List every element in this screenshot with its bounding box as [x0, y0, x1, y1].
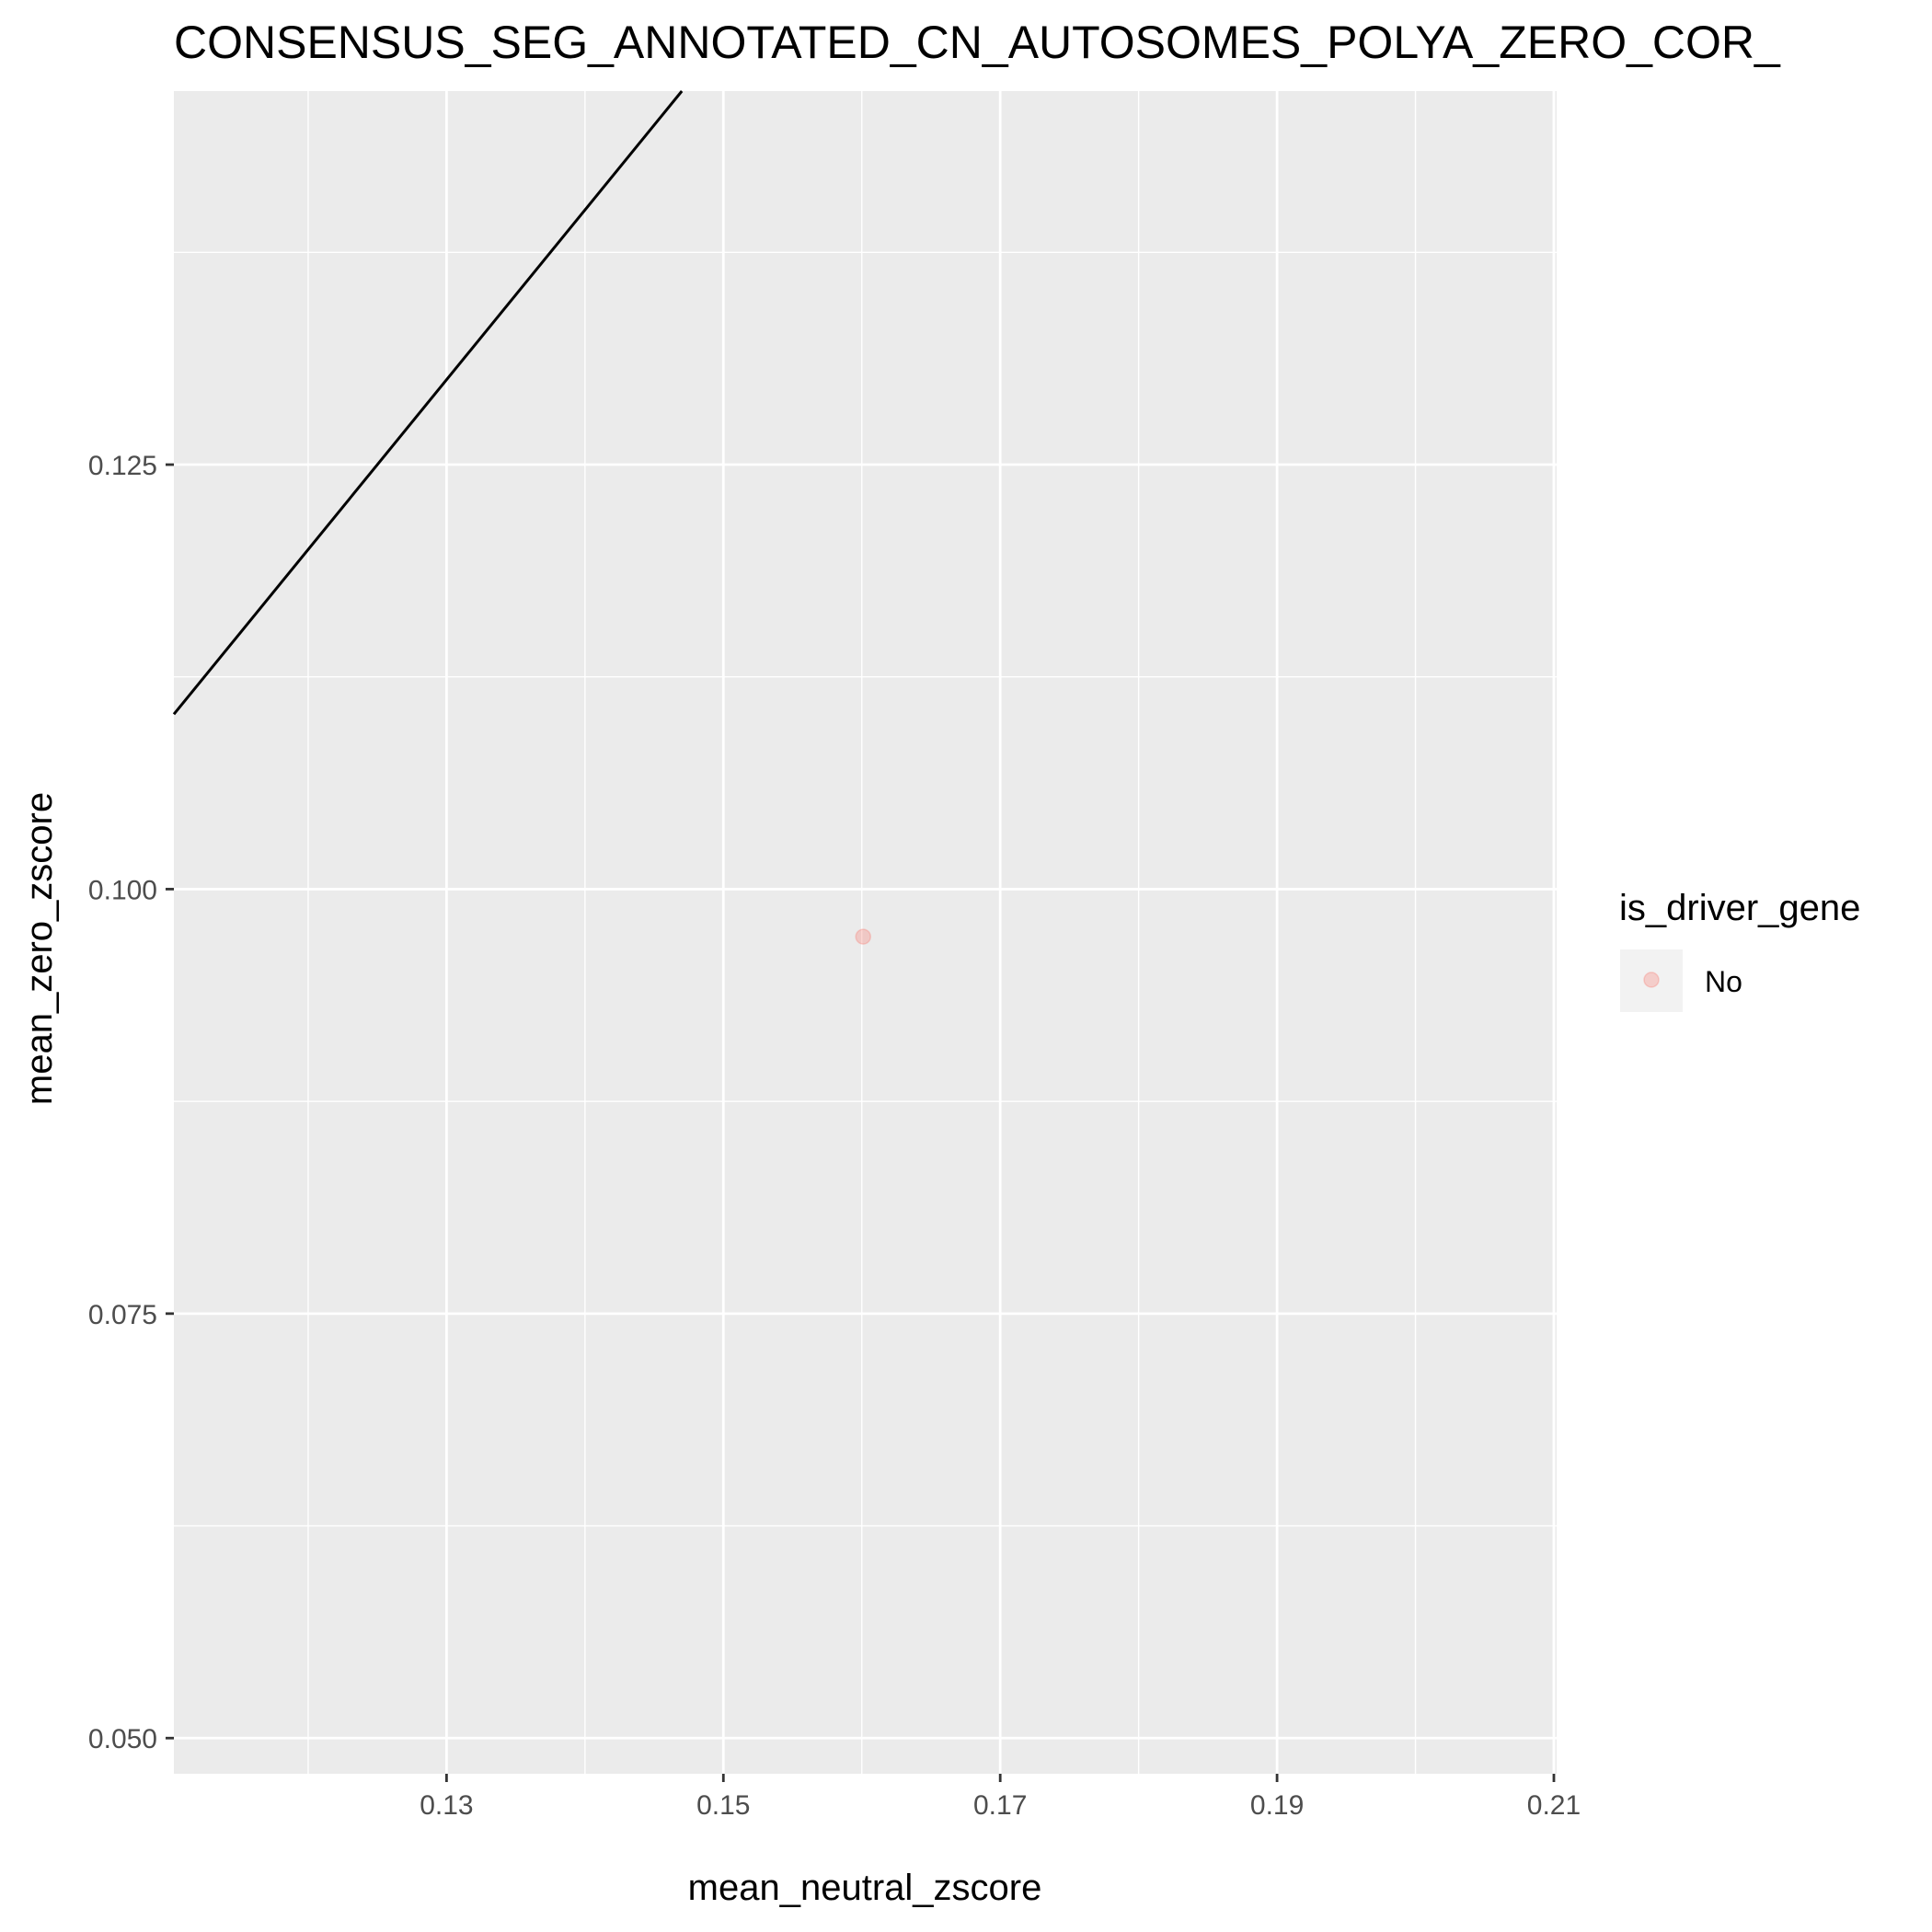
legend-key-point	[1643, 972, 1660, 988]
x-tick-label: 0.13	[420, 1790, 473, 1821]
y-tick-label: 0.125	[88, 451, 157, 481]
x-tick-label: 0.21	[1527, 1790, 1581, 1821]
data-point	[855, 928, 871, 945]
x-axis: 0.13 0.15 0.17 0.19 0.21	[420, 1774, 1581, 1821]
y-axis-title: mean_zero_zscore	[19, 792, 60, 1105]
grid-lines	[174, 91, 1557, 1774]
x-tick-label: 0.15	[696, 1790, 750, 1821]
reference-line-layer	[172, 90, 684, 716]
x-tick-label: 0.17	[973, 1790, 1027, 1821]
y-tick-label: 0.075	[88, 1300, 157, 1330]
plot-panel	[174, 91, 1557, 1774]
legend-title: is_driver_gene	[1619, 888, 1860, 928]
x-axis-title: mean_neutral_zscore	[688, 1868, 1042, 1908]
legend-key-box	[1620, 949, 1683, 1012]
data-points	[855, 928, 871, 945]
y-tick-label: 0.050	[88, 1724, 157, 1754]
reference-line	[172, 90, 684, 716]
legend: is_driver_gene No	[1619, 888, 1860, 1012]
chart-title: CONSENSUS_SEG_ANNOTATED_CN_AUTOSOMES_POL…	[174, 17, 1781, 68]
legend-label-no: No	[1705, 965, 1742, 998]
y-tick-label: 0.100	[88, 875, 157, 905]
x-tick-label: 0.19	[1250, 1790, 1304, 1821]
y-axis: 0.050 0.075 0.100 0.125	[88, 451, 174, 1754]
